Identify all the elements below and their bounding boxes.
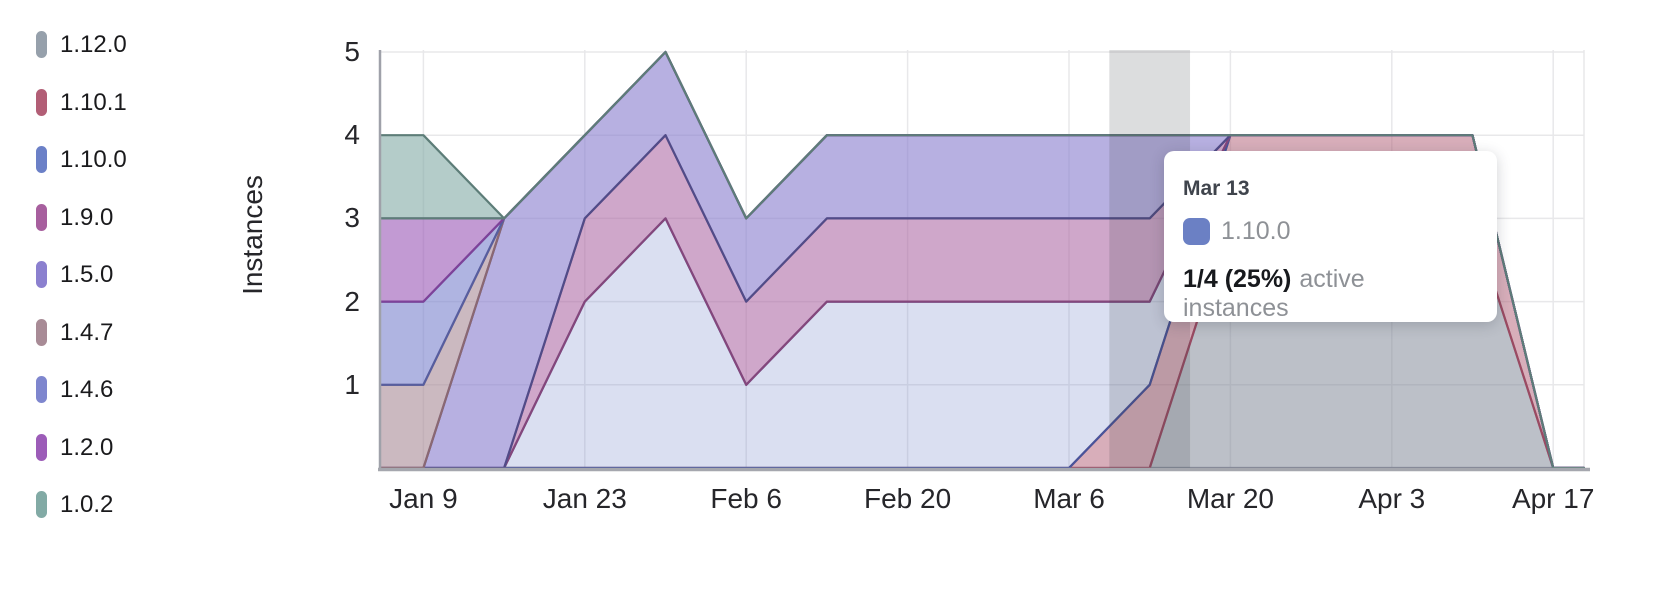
legend-item-1.2.0[interactable]: 1.2.0 bbox=[36, 433, 127, 461]
legend-swatch bbox=[36, 203, 47, 231]
y-tick-label: 5 bbox=[344, 36, 360, 67]
legend-item-label: 1.5.0 bbox=[60, 261, 114, 288]
x-tick-label: Jan 23 bbox=[542, 483, 627, 514]
y-tick-label: 4 bbox=[344, 119, 360, 151]
tooltip-date: Mar 13 bbox=[1183, 177, 1250, 200]
x-tick-label: Apr 3 bbox=[1358, 483, 1426, 514]
tooltip-series-swatch bbox=[1183, 218, 1210, 245]
legend-item-label: 1.9.0 bbox=[60, 203, 114, 231]
legend-item-label: 1.10.0 bbox=[60, 146, 127, 173]
legend-swatch bbox=[36, 146, 47, 173]
legend-swatch bbox=[36, 261, 47, 288]
legend-item-1.9.0[interactable]: 1.9.0 bbox=[36, 203, 127, 231]
legend-item-label: 1.0.2 bbox=[60, 491, 114, 518]
tooltip-value-suffix: active instances bbox=[1183, 265, 1365, 322]
legend-swatch bbox=[36, 491, 47, 518]
y-tick-label: 1 bbox=[344, 368, 360, 400]
legend-swatch bbox=[36, 31, 47, 58]
legend-item-label: 1.2.0 bbox=[60, 433, 114, 461]
legend-item-1.12.0[interactable]: 1.12.0 bbox=[36, 31, 127, 58]
legend-item-1.10.0[interactable]: 1.10.0 bbox=[36, 146, 127, 173]
legend-item-1.4.7[interactable]: 1.4.7 bbox=[36, 318, 127, 346]
legend-item-1.0.2[interactable]: 1.0.2 bbox=[36, 491, 127, 518]
legend-item-label: 1.10.1 bbox=[60, 88, 127, 116]
legend-swatch bbox=[36, 433, 47, 461]
legend-item-label: 1.4.7 bbox=[60, 318, 114, 346]
legend-item-label: 1.12.0 bbox=[60, 31, 127, 58]
tooltip-series-row: 1.10.0 bbox=[1183, 217, 1477, 246]
tooltip-value: 1/4 (25%) bbox=[1183, 265, 1292, 293]
legend-swatch bbox=[36, 376, 47, 403]
legend: 1.12.0 1.10.1 1.10.0 1.9.0 1.5.0 1.4.7 1.4.6 1.… bbox=[36, 31, 127, 518]
legend-item-label: 1.4.6 bbox=[60, 376, 114, 403]
legend-item-1.4.6[interactable]: 1.4.6 bbox=[36, 376, 127, 403]
x-tick-label: Jan 9 bbox=[389, 483, 458, 514]
x-tick-label: Feb 20 bbox=[864, 483, 952, 514]
legend-swatch bbox=[36, 88, 47, 116]
tooltip-series-name: 1.10.0 bbox=[1221, 217, 1291, 245]
y-tick-label: 2 bbox=[344, 285, 360, 317]
x-tick-label: Feb 6 bbox=[710, 483, 782, 514]
legend-item-1.10.1[interactable]: 1.10.1 bbox=[36, 88, 127, 116]
x-tick-label: Mar 6 bbox=[1033, 483, 1105, 514]
x-tick-label: Mar 20 bbox=[1186, 483, 1274, 514]
legend-item-1.5.0[interactable]: 1.5.0 bbox=[36, 261, 127, 288]
tooltip: Mar 13 1.10.0 1/4 (25%) active instances bbox=[1164, 151, 1497, 322]
tooltip-value-row: 1/4 (25%) active instances bbox=[1183, 265, 1477, 323]
x-tick-label: Apr 17 bbox=[1511, 483, 1595, 514]
legend-swatch bbox=[36, 318, 47, 346]
y-tick-label: 3 bbox=[344, 202, 360, 234]
